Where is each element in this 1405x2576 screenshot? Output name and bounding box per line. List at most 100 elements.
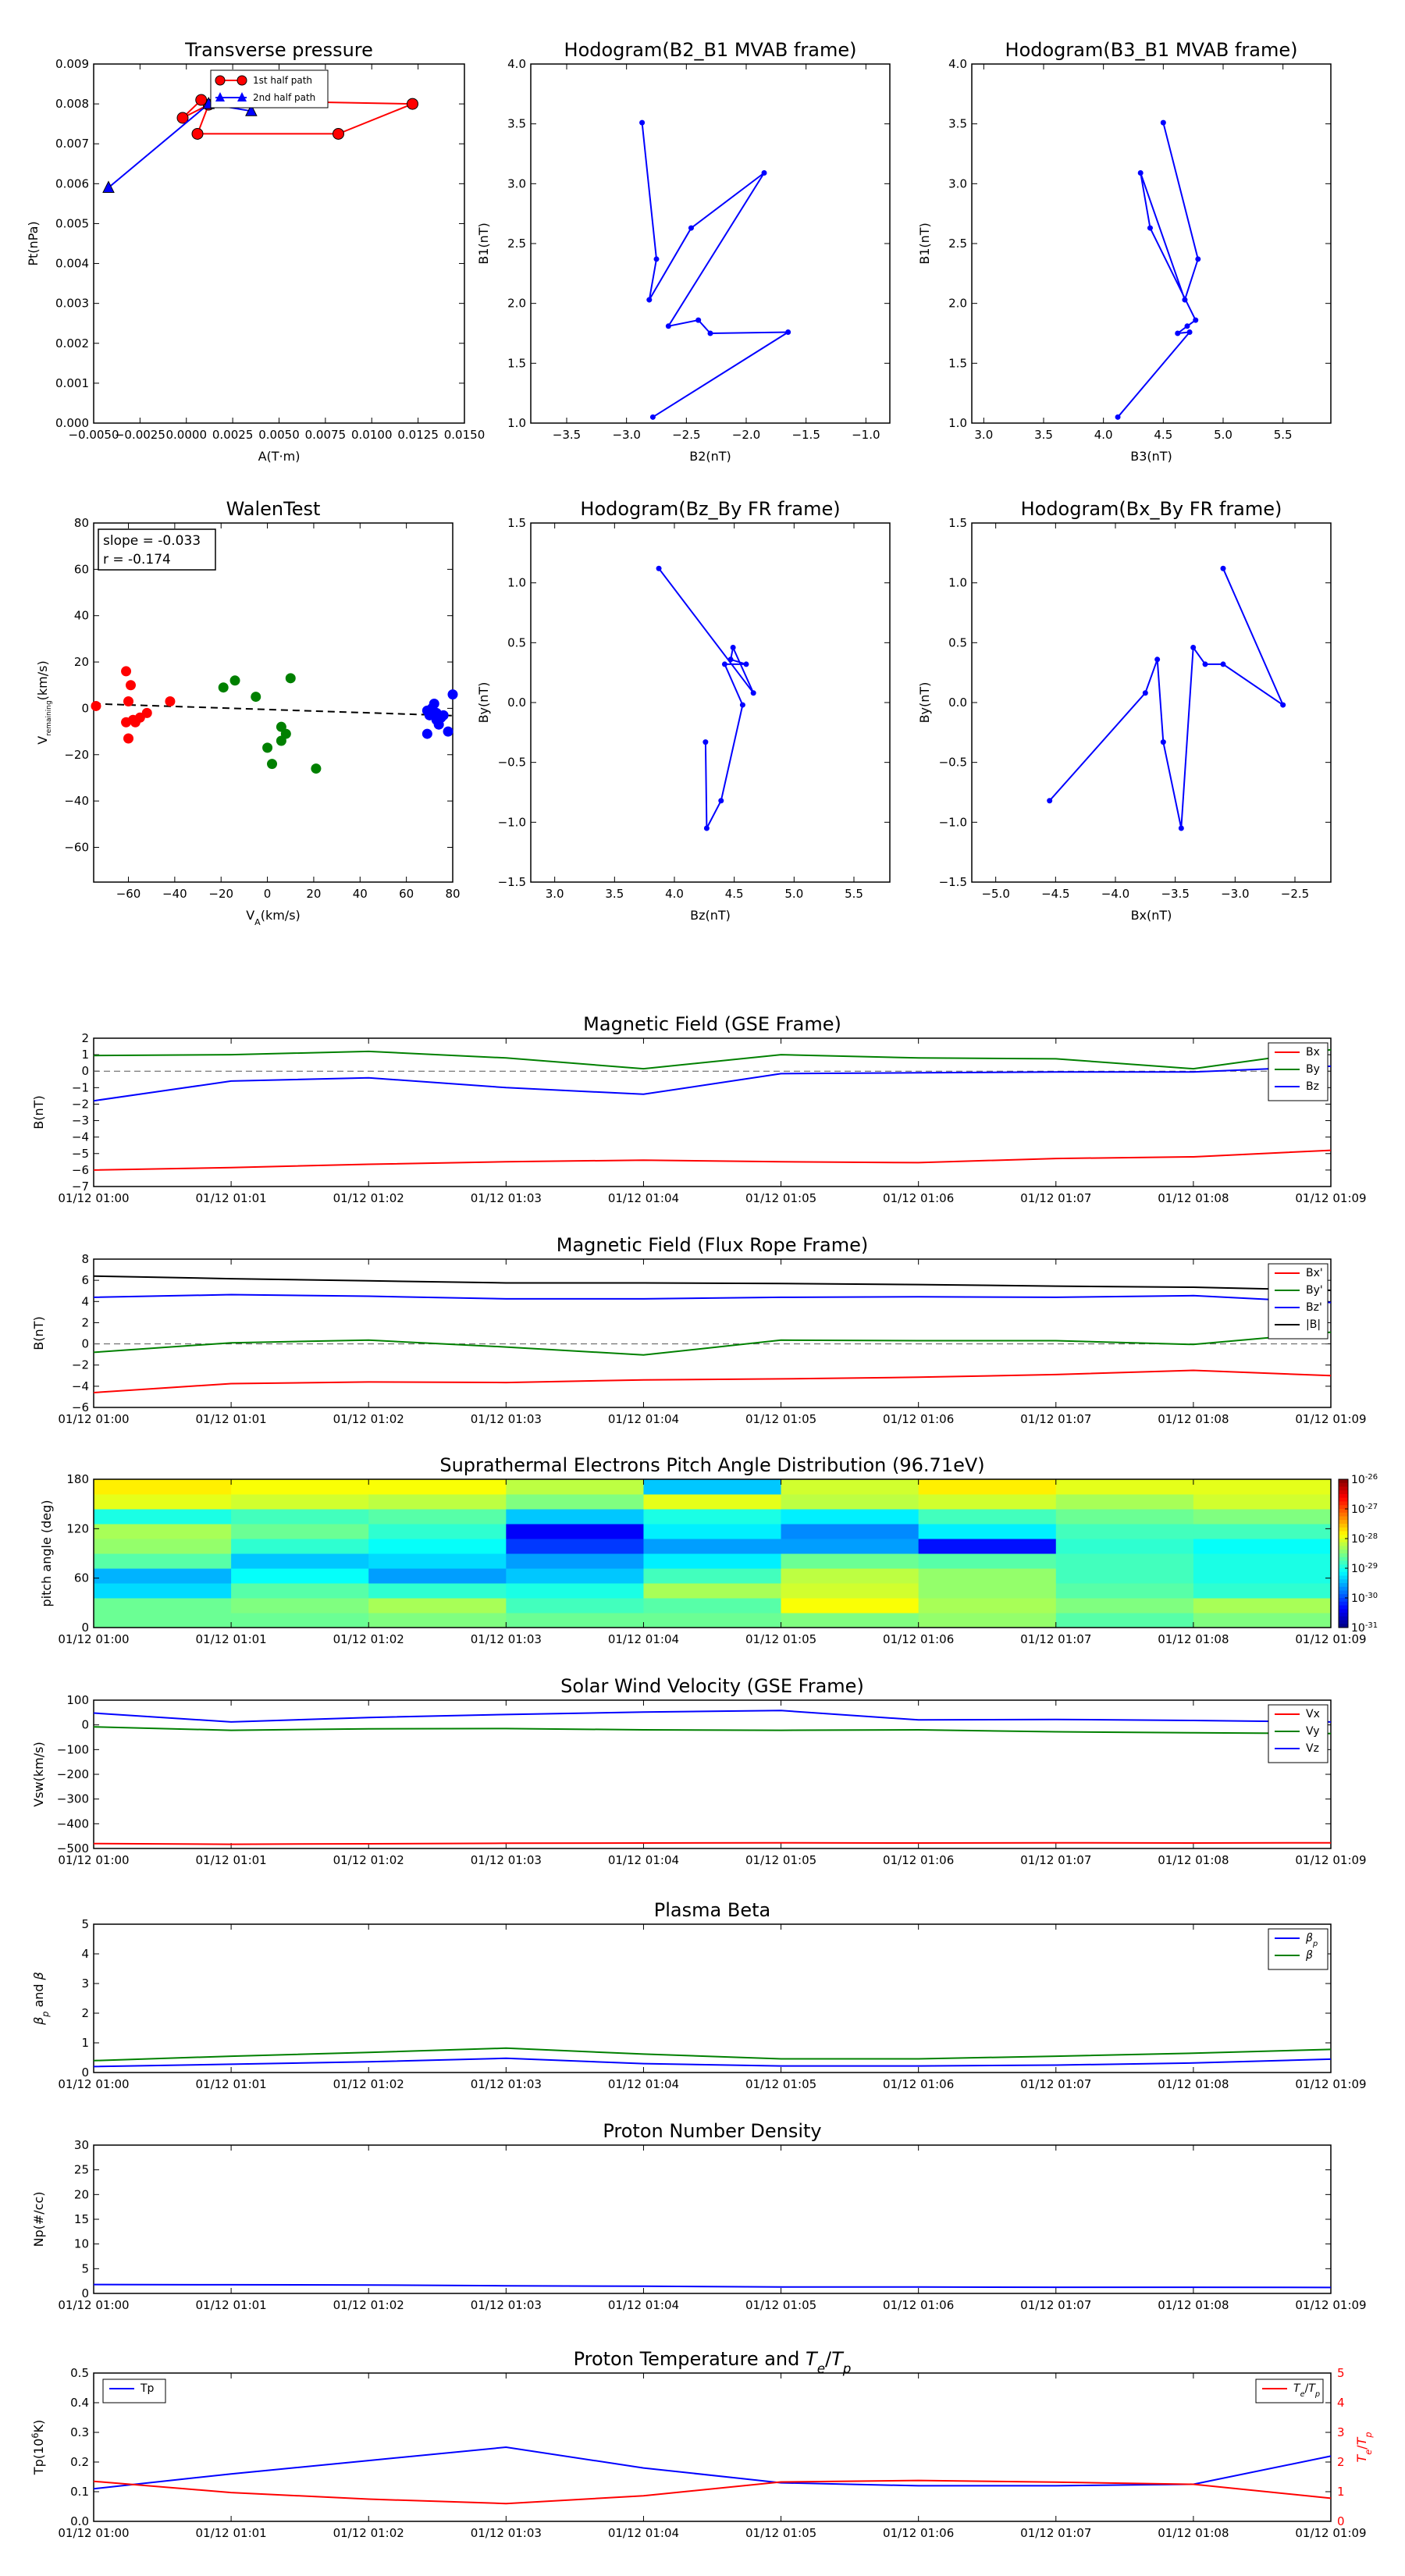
walen-test-frame (93, 522, 454, 883)
colorbar-segment (1339, 1583, 1348, 1588)
pitch-angle-heatmap-cell (1055, 1479, 1194, 1495)
plasma-beta-legend-label: βp (1305, 1932, 1318, 1948)
colorbar-segment (1339, 1564, 1348, 1569)
hodogram-bx-by-xtick-label: −3.0 (1221, 887, 1249, 901)
hodogram-bx-by-xtick-label: −5.0 (981, 887, 1009, 901)
colorbar-segment (1339, 1553, 1348, 1558)
magnetic-field-flux-rope-xtick-label: 01/12 01:08 (1158, 1412, 1229, 1426)
colorbar-segment (1339, 1568, 1348, 1573)
hodogram-bz-by-point (739, 702, 745, 708)
magnetic-field-flux-rope-ytick-label: 6 (81, 1273, 89, 1287)
proton-temperature-legend-label: Te/Tp (1293, 2382, 1320, 2399)
text-part: p (1364, 2432, 1374, 2439)
transverse-pressure-xtick-label: −0.0050 (68, 428, 119, 442)
hodogram-bz-by-point (718, 798, 724, 804)
solar-wind-velocity-xtick-label: 01/12 01:06 (883, 1853, 954, 1867)
transverse-pressure-xtick-label: −0.0025 (115, 428, 165, 442)
transverse-pressure-xtick-label: 0.0050 (258, 428, 300, 442)
pitch-angle-heatmap-cell (918, 1479, 1057, 1495)
hodogram-b2-b1-point (665, 323, 671, 329)
magnetic-field-flux-rope-ytick-label: 8 (81, 1252, 89, 1266)
pitch-angle-heatmap-cell (1055, 1598, 1194, 1614)
pitch-angle-heatmap-cell (506, 1479, 644, 1495)
walen-test-point (218, 682, 229, 693)
text-part: / (825, 2348, 832, 2370)
plasma-beta-ytick-label: 1 (81, 2036, 89, 2050)
pitch-angle-heatmap-cell (1055, 1553, 1194, 1569)
hodogram-b3-b1-point (1182, 297, 1188, 303)
plasma-beta-xtick-label: 01/12 01:03 (471, 2077, 542, 2091)
magnetic-field-flux-rope-series-0 (93, 1369, 1332, 1393)
hodogram-b3-b1-xtick-label: 3.5 (1034, 428, 1053, 442)
proton-temperature-ytick-label: 0.0 (70, 2514, 89, 2528)
magnetic-field-flux-rope-ytick-label: 2 (81, 1315, 89, 1329)
walen-test-annotation-slope: slope = -0.033 (103, 533, 201, 549)
colorbar-segment (1339, 1527, 1348, 1532)
pitch-angle-heatmap-cell (781, 1598, 919, 1614)
hodogram-bz-by-xtick-label: 4.5 (725, 887, 744, 901)
text-part: e (817, 2361, 825, 2376)
pitch-angle-heatmap-cell (94, 1494, 232, 1510)
pitch-angle-heatmap-cell (1055, 1509, 1194, 1525)
text-part: remaining (45, 700, 53, 735)
proton-temperature-y2tick-label: 3 (1337, 2425, 1345, 2439)
hodogram-b2-b1-point (785, 329, 791, 335)
proton-temperature-legend (102, 2379, 166, 2403)
proton-temperature-legend-label: Tp (140, 2382, 155, 2395)
pitch-angle-heatmap-cell (94, 1479, 232, 1495)
pitch-angle-heatmap-cell (506, 1509, 644, 1525)
pitch-angle-heatmap-cell (918, 1598, 1057, 1614)
proton-temperature-ytick-label: 0.1 (70, 2485, 89, 2499)
proton-temperature-xtick-label: 01/12 01:09 (1295, 2526, 1366, 2540)
walen-test-xtick-label: −40 (162, 887, 187, 901)
solar-wind-velocity-series-1 (93, 1726, 1332, 1735)
walen-test-ytick-label: 60 (74, 562, 89, 576)
proton-temperature-xtick-label: 01/12 01:04 (608, 2526, 679, 2540)
pitch-angle-heatmap-cell (368, 1598, 507, 1614)
pitch-angle-heatmap-xtick-label: 01/12 01:03 (471, 1632, 542, 1646)
solar-wind-velocity-xtick-label: 01/12 01:07 (1020, 1853, 1091, 1867)
pitch-angle-heatmap-title: Suprathermal Electrons Pitch Angle Distr… (439, 1454, 984, 1476)
colorbar-segment (1339, 1575, 1348, 1580)
walen-test-xtick-label: 20 (306, 887, 321, 901)
magnetic-field-gse-xtick-label: 01/12 01:01 (195, 1191, 266, 1205)
solar-wind-velocity-ytick-label: −500 (57, 1841, 89, 1856)
magnetic-field-gse-ylabel: B(nT) (31, 1095, 46, 1129)
hodogram-b2-b1-xtick-label: −2.5 (672, 428, 700, 442)
hodogram-bx-by-xtick-label: −2.5 (1281, 887, 1309, 901)
hodogram-b2-b1-point (639, 119, 646, 126)
proton-temperature-xtick-label: 01/12 01:03 (471, 2526, 542, 2540)
magnetic-field-gse-xtick-label: 01/12 01:03 (471, 1191, 542, 1205)
magnetic-field-flux-rope-ylabel: B(nT) (31, 1316, 46, 1350)
hodogram-bx-by-ytick-label: 0.5 (948, 635, 967, 649)
plasma-beta-xtick-label: 01/12 01:09 (1295, 2077, 1366, 2091)
proton-number-density-ytick-label: 20 (74, 2187, 89, 2201)
hodogram-b2-b1-point (649, 414, 656, 420)
hodogram-bx-by-xtick-label: −4.0 (1101, 887, 1129, 901)
transverse-pressure-point-1st (191, 127, 204, 140)
transverse-pressure-title: Transverse pressure (184, 39, 373, 61)
transverse-pressure-xtick-label: 0.0125 (397, 428, 439, 442)
solar-wind-velocity-series-2 (93, 1710, 1332, 1723)
proton-temperature-series-1 (93, 2479, 1332, 2505)
pitch-angle-heatmap-cell (1193, 1494, 1332, 1510)
solar-wind-velocity-xtick-label: 01/12 01:03 (471, 1853, 542, 1867)
walen-test-ytick-label: −20 (64, 748, 89, 762)
proton-number-density-xtick-label: 01/12 01:04 (608, 2298, 679, 2312)
walen-test-ytick-label: 20 (74, 655, 89, 669)
magnetic-field-gse-ytick-label: −2 (72, 1097, 89, 1111)
pitch-angle-heatmap-cell (506, 1539, 644, 1554)
proton-temperature-xtick-label: 01/12 01:07 (1020, 2526, 1091, 2540)
walen-test-xtick-label: 80 (445, 887, 460, 901)
text-part: β (31, 1972, 46, 1980)
solar-wind-velocity-ytick-label: 100 (66, 1693, 89, 1707)
hodogram-b3-b1-xtick-label: 3.0 (974, 428, 993, 442)
plasma-beta-xtick-label: 01/12 01:04 (608, 2077, 679, 2091)
walen-test-point (123, 733, 134, 744)
walen-test-annotation-box (98, 528, 216, 571)
hodogram-bx-by-point (1190, 644, 1197, 650)
pitch-angle-heatmap-cell (781, 1509, 919, 1525)
colorbar-segment (1339, 1586, 1348, 1591)
magnetic-field-gse-xtick-label: 01/12 01:02 (333, 1191, 404, 1205)
